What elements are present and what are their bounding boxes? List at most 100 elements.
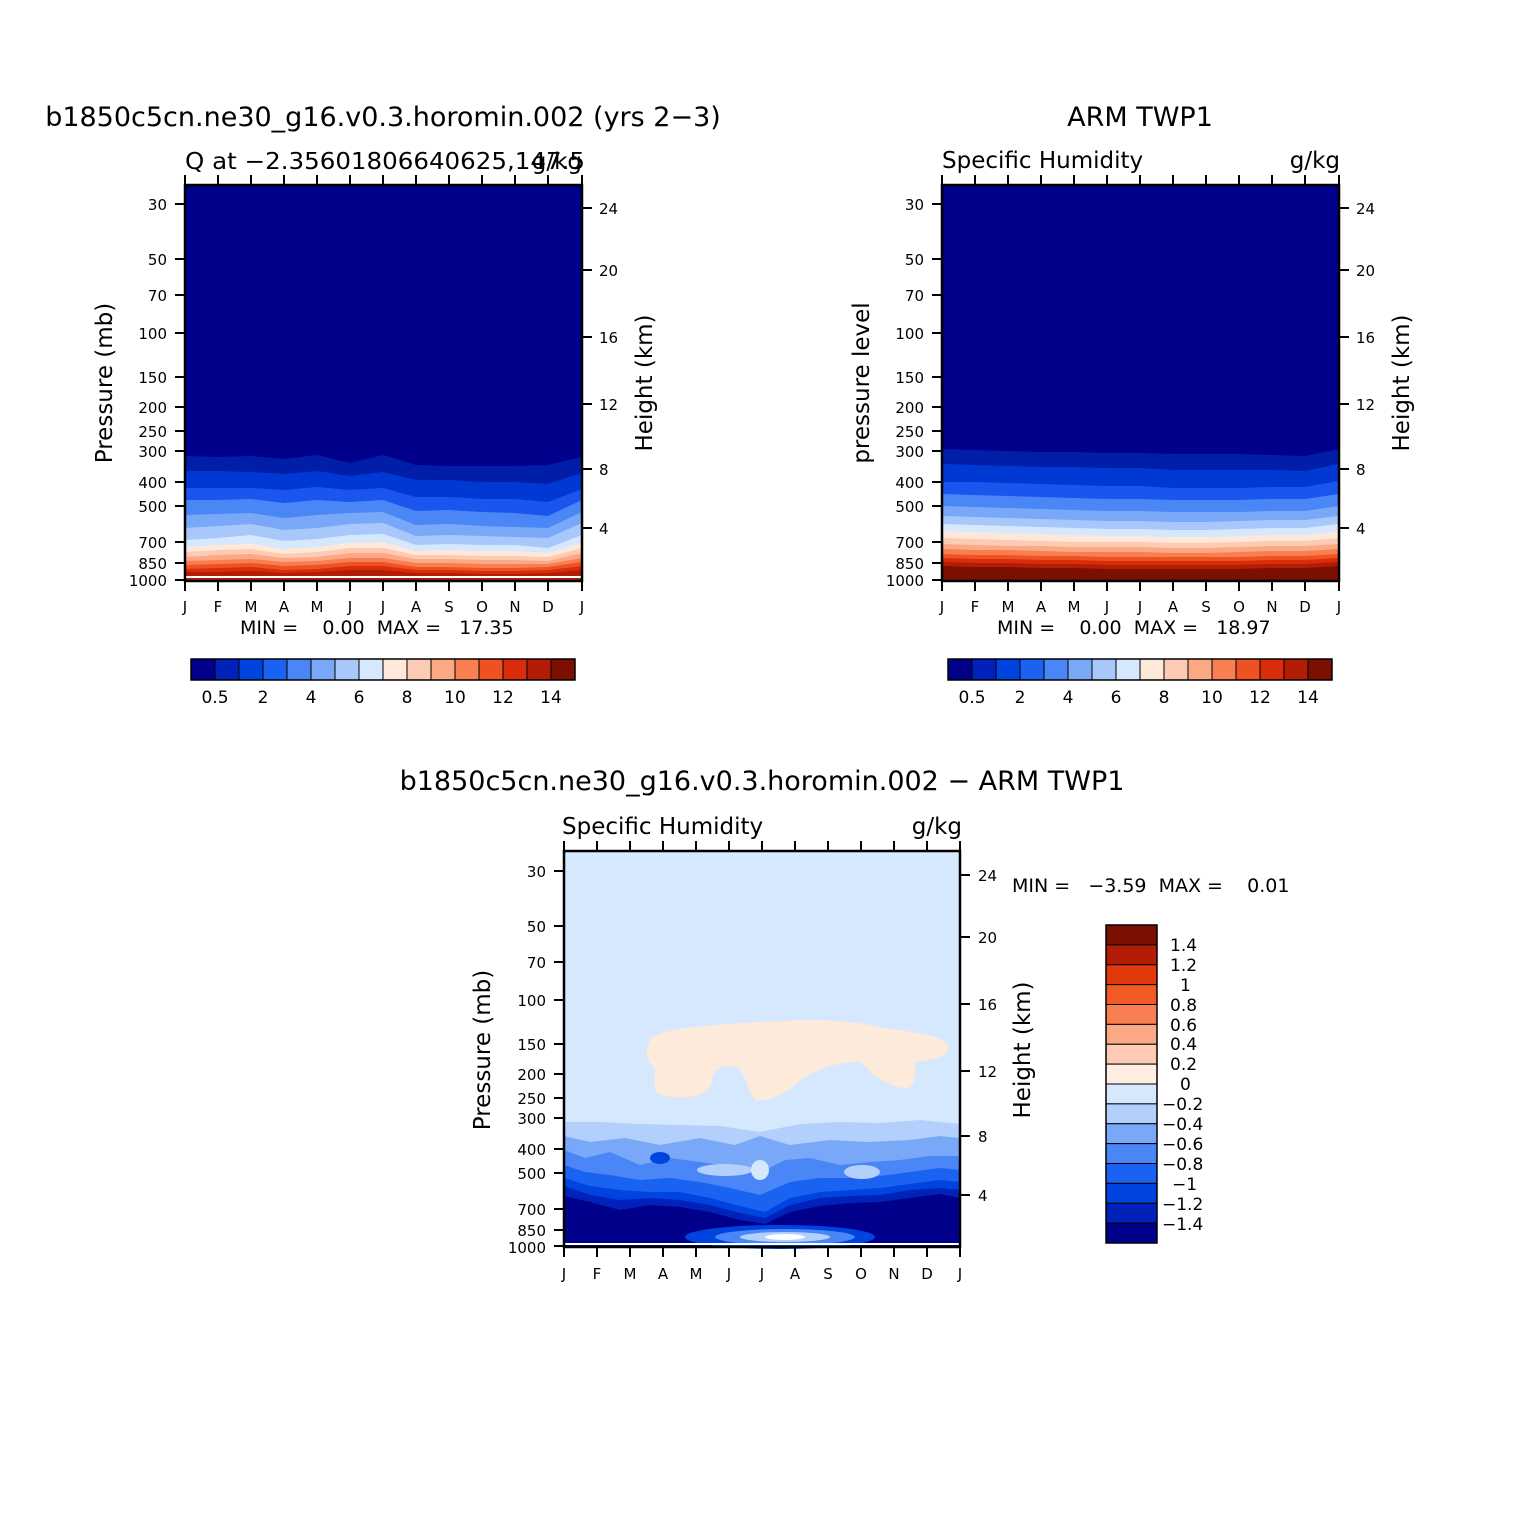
y-right-tick-label: 12: [978, 1063, 997, 1081]
x-tick-label: J: [1104, 598, 1109, 616]
y-tick-label: 1000: [508, 1239, 546, 1257]
y-tick-label: 150: [895, 369, 924, 387]
panel-obs-x-ticks: J F M A M J J A S O N D J: [939, 175, 1341, 616]
panel-diff-left-label: Specific Humidity: [562, 814, 763, 840]
y-tick-label: 700: [895, 534, 924, 552]
panel-diff-band-15: [650, 1152, 670, 1164]
colorbar-swatch: [1163, 658, 1189, 681]
x-tick-label: M: [1068, 598, 1081, 616]
colorbar-swatch: [1105, 1103, 1158, 1125]
colorbar-label: 0.4: [1170, 1035, 1197, 1055]
colorbar-label: −1: [1172, 1175, 1197, 1195]
y-tick-label: 300: [138, 443, 167, 461]
colorbar-label: 10: [444, 688, 466, 708]
y-right-tick-label: 4: [599, 520, 609, 538]
colorbar-label: 14: [1297, 688, 1319, 708]
colorbar-label: 0.8: [1170, 996, 1197, 1016]
colorbar-swatch: [1067, 658, 1093, 681]
colorbar-swatch: [310, 658, 336, 681]
colorbar-swatch: [406, 658, 432, 681]
y-right-tick-label: 8: [599, 461, 609, 479]
y-tick-label: 850: [517, 1222, 546, 1240]
y-tick-label: 250: [517, 1090, 546, 1108]
panel-model-y-ticks: 30 50 70 100 150 200 250 300 400 500 700…: [129, 196, 185, 590]
y-right-tick-label: 24: [1356, 200, 1375, 218]
panel-obs: ARM TWP1 Specific Humidity g/kg 30 50 70: [849, 102, 1415, 708]
colorbar-label: 2: [1015, 688, 1026, 708]
y-tick-label: 100: [895, 325, 924, 343]
colorbar-swatch: [1105, 1222, 1158, 1244]
colorbar-swatch: [1105, 984, 1158, 1005]
y-tick-label: 1000: [129, 572, 167, 590]
x-tick-label: M: [1002, 598, 1015, 616]
x-tick-label: D: [1299, 598, 1311, 616]
panel-obs-ylabel: pressure level: [849, 302, 875, 463]
colorbar-swatch: [214, 658, 240, 681]
x-tick-label: M: [311, 598, 324, 616]
panel-obs-title: ARM TWP1: [1067, 102, 1213, 133]
x-tick-label: A: [411, 598, 422, 616]
colorbar-swatch: [526, 658, 552, 681]
colorbar-swatch: [286, 658, 312, 681]
panel-diff-title: b1850c5cn.ne30_g16.v0.3.horomin.002 − AR…: [400, 766, 1125, 797]
y-tick-label: 300: [517, 1110, 546, 1128]
colorbar-swatch: [1105, 1123, 1158, 1145]
panel-diff-band-12: [697, 1164, 753, 1176]
colorbar-label: 8: [402, 688, 413, 708]
x-tick-label: N: [888, 1265, 899, 1283]
x-tick-label: M: [690, 1265, 703, 1283]
y-tick-label: 30: [148, 196, 167, 214]
y-right-tick-label: 16: [978, 996, 997, 1014]
x-tick-label: M: [624, 1265, 637, 1283]
y-tick-label: 70: [527, 954, 546, 972]
colorbar-swatch: [1105, 944, 1158, 966]
panel-obs-colorbar: 0.5 2 4 6 8 10 12 14: [947, 658, 1333, 708]
panel-obs-y-right-ticks: 24 20 16 12 8 4: [1339, 200, 1375, 538]
colorbar-label: −0.2: [1162, 1095, 1203, 1115]
colorbar-swatch: [1115, 658, 1141, 681]
colorbar-swatch: [262, 658, 288, 681]
y-tick-label: 1000: [886, 572, 924, 590]
x-tick-label: J: [561, 1265, 566, 1283]
colorbar-label: −1.4: [1162, 1215, 1203, 1235]
x-tick-label: O: [1233, 598, 1245, 616]
colorbar-swatch: [1283, 658, 1309, 681]
x-tick-label: J: [1137, 598, 1142, 616]
colorbar-label: 0.2: [1170, 1055, 1197, 1075]
y-right-tick-label: 24: [978, 867, 997, 885]
x-tick-label: A: [658, 1265, 669, 1283]
x-tick-label: S: [444, 598, 454, 616]
y-tick-label: 200: [138, 399, 167, 417]
y-right-tick-label: 12: [599, 396, 618, 414]
panel-model-colorbar: 0.5 2 4 6 8 10 12 14: [190, 658, 576, 708]
panel-model-ylabel: Pressure (mb): [92, 303, 118, 463]
panel-diff-y-ticks: 30 50 70 100 150 200 250 300 400 500 700…: [508, 863, 564, 1257]
colorbar-label: 0.5: [958, 688, 985, 708]
y-tick-label: 150: [517, 1036, 546, 1054]
colorbar-swatch: [1235, 658, 1261, 681]
panel-obs-band-14: [942, 566, 1339, 581]
y-right-tick-label: 20: [599, 262, 618, 280]
panel-diff-y-right-ticks: 24 20 16 12 8 4: [960, 867, 997, 1205]
y-tick-label: 200: [517, 1066, 546, 1084]
y-tick-label: 100: [138, 325, 167, 343]
x-tick-label: F: [593, 1265, 602, 1283]
colorbar-label: 1.4: [1170, 936, 1197, 956]
colorbar-swatch: [478, 658, 504, 681]
y-tick-label: 250: [895, 423, 924, 441]
y-tick-label: 250: [138, 423, 167, 441]
panel-obs-minmax: MIN = 0.00 MAX = 18.97: [997, 617, 1271, 639]
y-right-tick-label: 12: [1356, 396, 1375, 414]
panel-diff-plot-area: [562, 849, 962, 1249]
colorbar-label: 0.5: [201, 688, 228, 708]
colorbar-swatch: [1019, 658, 1045, 681]
x-tick-label: S: [1201, 598, 1211, 616]
panel-obs-ylabel-right: Height (km): [1389, 314, 1415, 451]
y-tick-label: 700: [517, 1201, 546, 1219]
panel-obs-plot-area: [940, 183, 1341, 583]
colorbar-swatch: [334, 658, 360, 681]
y-tick-label: 300: [895, 443, 924, 461]
panel-diff-band-13: [751, 1160, 769, 1180]
panel-model-x-ticks: J F M A M J J A S O N D J: [182, 175, 584, 616]
